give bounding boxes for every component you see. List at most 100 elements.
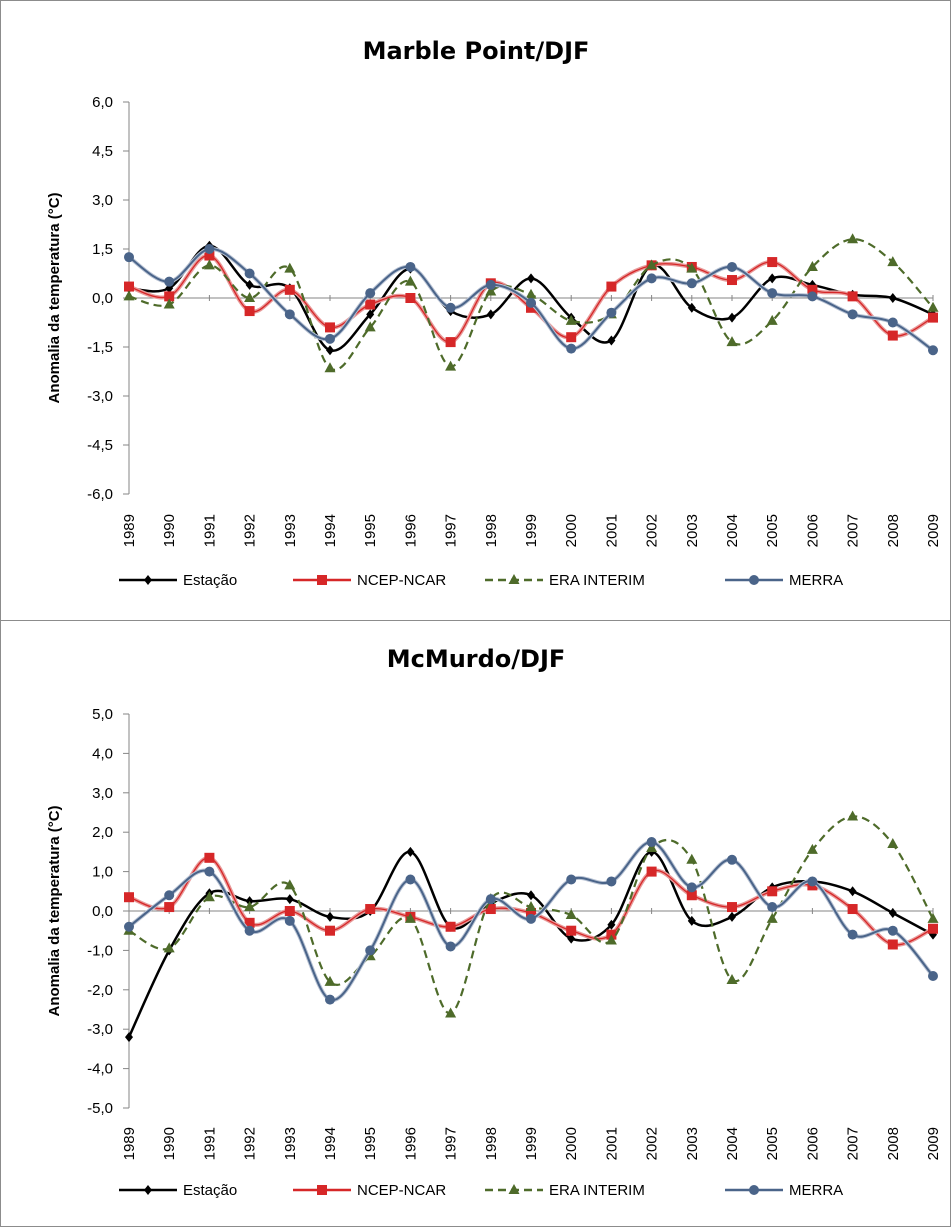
data-point xyxy=(565,908,577,919)
data-point xyxy=(326,911,334,922)
legend-entry: ERA INTERIM xyxy=(485,1182,645,1199)
data-point xyxy=(887,925,898,936)
data-point xyxy=(325,322,335,333)
data-point xyxy=(445,302,456,313)
data-point xyxy=(365,904,376,915)
data-point xyxy=(244,901,256,912)
data-point xyxy=(687,915,696,926)
data-point xyxy=(406,846,415,857)
data-point xyxy=(646,866,657,877)
data-point xyxy=(125,1032,133,1043)
x-tick-label: 1999 xyxy=(523,1127,540,1160)
y-tick-label: 3,0 xyxy=(92,192,113,209)
data-point xyxy=(888,907,897,918)
data-point xyxy=(284,906,295,916)
series-merra xyxy=(124,837,938,1005)
y-tick-label: -1,5 xyxy=(87,339,113,356)
data-point xyxy=(164,276,175,287)
y-tick-label: 1,5 xyxy=(92,241,113,258)
legend-label: NCEP-NCAR xyxy=(357,1182,446,1199)
data-point xyxy=(124,281,134,292)
data-point xyxy=(405,874,416,885)
data-point xyxy=(485,285,497,296)
data-point xyxy=(204,250,215,261)
data-point xyxy=(526,913,536,924)
x-tick-label: 2005 xyxy=(764,1127,781,1160)
data-point xyxy=(164,902,175,913)
data-point xyxy=(847,309,858,320)
data-point xyxy=(284,262,296,273)
chart-panel-marble-point: Marble Point/DJF Anomalia da temperatura … xyxy=(0,0,951,621)
data-point xyxy=(245,279,254,290)
data-point xyxy=(766,314,778,325)
data-point xyxy=(847,904,858,915)
legend-entry: NCEP-NCAR xyxy=(293,1182,446,1199)
x-tick-label: 2007 xyxy=(845,1127,862,1160)
data-point xyxy=(806,260,818,271)
data-point xyxy=(767,257,778,268)
data-point xyxy=(807,284,818,295)
y-tick-label: 1,0 xyxy=(92,864,113,881)
data-point xyxy=(204,852,215,863)
data-point xyxy=(203,891,215,902)
data-point xyxy=(204,244,215,254)
data-point xyxy=(284,309,295,320)
data-point xyxy=(927,912,939,923)
y-tick-label: -6,0 xyxy=(87,486,113,503)
x-tick-label: 1989 xyxy=(121,1127,138,1160)
data-point xyxy=(928,345,938,356)
x-tick-label: 1997 xyxy=(443,514,460,547)
x-tick-label: 1995 xyxy=(362,514,379,547)
data-point xyxy=(366,309,375,320)
legend-label: NCEP-NCAR xyxy=(357,572,446,589)
data-point xyxy=(726,973,738,984)
y-tick-label: 2,0 xyxy=(92,824,113,841)
y-tick-label: 5,0 xyxy=(92,706,113,723)
y-tick-label: -4,5 xyxy=(87,437,113,454)
data-point xyxy=(527,273,535,284)
x-tick-label: 1991 xyxy=(201,514,218,547)
data-point xyxy=(807,876,818,887)
legend-marker xyxy=(144,1185,152,1195)
y-tick-label: -3,0 xyxy=(87,388,113,405)
x-tick-label: 1999 xyxy=(523,514,540,547)
legend-label: MERRA xyxy=(789,1182,843,1199)
y-tick-label: 4,0 xyxy=(92,745,113,762)
data-point xyxy=(727,854,737,865)
data-point xyxy=(727,261,737,272)
data-point xyxy=(646,837,657,848)
data-point xyxy=(124,892,134,903)
data-point xyxy=(807,291,818,302)
data-point xyxy=(847,291,858,302)
chart-title: McMurdo/DJF xyxy=(387,645,566,673)
data-point xyxy=(124,252,134,263)
x-tick-label: 1998 xyxy=(483,514,500,547)
x-tick-label: 2002 xyxy=(644,514,661,547)
data-point xyxy=(324,362,336,373)
x-tick-label: 1992 xyxy=(242,514,259,547)
data-point xyxy=(404,275,416,286)
data-point xyxy=(566,925,577,936)
x-tick-label: 2007 xyxy=(845,514,862,547)
data-point xyxy=(768,273,777,284)
x-tick-label: 1998 xyxy=(483,1127,500,1160)
data-point xyxy=(687,302,696,313)
data-point xyxy=(204,866,215,877)
data-point xyxy=(686,853,698,864)
data-point xyxy=(887,939,898,950)
data-point xyxy=(726,336,738,347)
data-point xyxy=(163,298,175,309)
y-tick-label: -3,0 xyxy=(87,1021,113,1038)
data-point xyxy=(284,879,296,890)
y-tick-label: 0,0 xyxy=(92,903,113,920)
y-tick-label: -1,0 xyxy=(87,942,113,959)
data-point xyxy=(445,360,457,371)
data-point xyxy=(606,307,617,318)
data-point xyxy=(285,894,294,905)
data-point xyxy=(847,810,859,821)
data-point xyxy=(607,919,616,930)
data-point xyxy=(847,233,859,244)
data-point xyxy=(928,923,938,934)
data-point xyxy=(607,335,616,346)
